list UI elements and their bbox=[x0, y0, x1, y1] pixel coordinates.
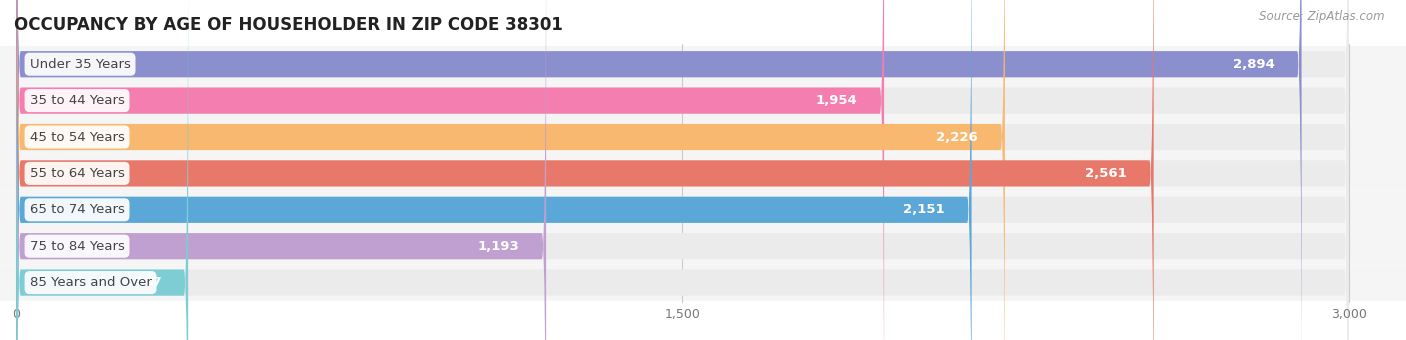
FancyBboxPatch shape bbox=[0, 46, 1406, 82]
FancyBboxPatch shape bbox=[17, 0, 546, 340]
FancyBboxPatch shape bbox=[0, 228, 1406, 265]
Text: 35 to 44 Years: 35 to 44 Years bbox=[30, 94, 125, 107]
FancyBboxPatch shape bbox=[17, 0, 1302, 340]
FancyBboxPatch shape bbox=[17, 0, 1348, 340]
FancyBboxPatch shape bbox=[17, 0, 884, 340]
Text: 1,954: 1,954 bbox=[815, 94, 858, 107]
FancyBboxPatch shape bbox=[0, 192, 1406, 228]
Text: 2,561: 2,561 bbox=[1085, 167, 1128, 180]
FancyBboxPatch shape bbox=[17, 0, 1348, 340]
Text: 2,226: 2,226 bbox=[936, 131, 979, 143]
FancyBboxPatch shape bbox=[17, 0, 188, 340]
FancyBboxPatch shape bbox=[17, 0, 1348, 340]
FancyBboxPatch shape bbox=[17, 0, 1348, 340]
Text: 2,151: 2,151 bbox=[903, 203, 945, 216]
FancyBboxPatch shape bbox=[17, 0, 972, 340]
FancyBboxPatch shape bbox=[17, 0, 1348, 340]
FancyBboxPatch shape bbox=[0, 82, 1406, 119]
FancyBboxPatch shape bbox=[0, 265, 1406, 301]
Text: Source: ZipAtlas.com: Source: ZipAtlas.com bbox=[1260, 10, 1385, 23]
Text: OCCUPANCY BY AGE OF HOUSEHOLDER IN ZIP CODE 38301: OCCUPANCY BY AGE OF HOUSEHOLDER IN ZIP C… bbox=[14, 16, 562, 34]
Text: 75 to 84 Years: 75 to 84 Years bbox=[30, 240, 125, 253]
FancyBboxPatch shape bbox=[17, 0, 1154, 340]
FancyBboxPatch shape bbox=[0, 155, 1406, 192]
Text: 1,193: 1,193 bbox=[478, 240, 519, 253]
FancyBboxPatch shape bbox=[17, 0, 1348, 340]
Text: 55 to 64 Years: 55 to 64 Years bbox=[30, 167, 125, 180]
Text: 387: 387 bbox=[134, 276, 162, 289]
Text: 2,894: 2,894 bbox=[1233, 58, 1275, 71]
FancyBboxPatch shape bbox=[17, 0, 1005, 340]
Text: 85 Years and Over: 85 Years and Over bbox=[30, 276, 152, 289]
FancyBboxPatch shape bbox=[17, 0, 1348, 340]
FancyBboxPatch shape bbox=[0, 119, 1406, 155]
Text: Under 35 Years: Under 35 Years bbox=[30, 58, 131, 71]
Text: 45 to 54 Years: 45 to 54 Years bbox=[30, 131, 125, 143]
Text: 65 to 74 Years: 65 to 74 Years bbox=[30, 203, 125, 216]
